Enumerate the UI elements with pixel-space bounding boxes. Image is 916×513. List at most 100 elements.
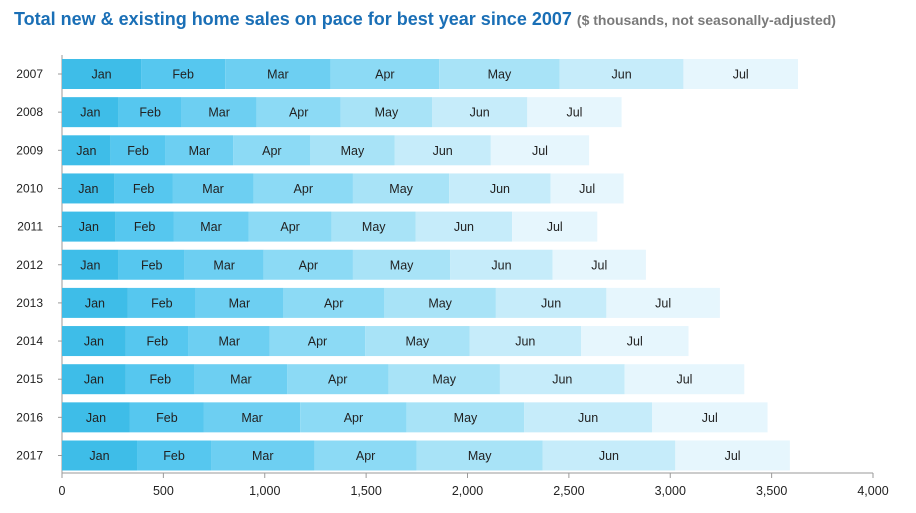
bar-segment-mar	[195, 287, 283, 318]
segment-label: Apr	[308, 335, 327, 349]
segment-label: Mar	[229, 296, 251, 310]
x-tick-label: 3,500	[756, 484, 787, 498]
bar-segment-jan	[62, 135, 111, 166]
y-tick-label: 2009	[16, 143, 43, 157]
segment-label: May	[454, 411, 478, 425]
segment-label: Jun	[515, 335, 535, 349]
segment-label: May	[432, 373, 456, 387]
segment-label: Mar	[208, 106, 230, 120]
x-tick-label: 4,000	[857, 484, 888, 498]
bar-segment-may	[352, 249, 451, 280]
segment-label: May	[428, 296, 452, 310]
segment-label: Jan	[84, 373, 104, 387]
bar-segment-jan	[62, 211, 116, 242]
bar-segment-jun	[394, 135, 491, 166]
segment-label: Jul	[532, 144, 548, 158]
segment-label: Apr	[294, 182, 313, 196]
segment-label: Jan	[86, 411, 106, 425]
segment-label: Jun	[612, 68, 632, 82]
segment-label: Feb	[150, 373, 172, 387]
segment-label: Jan	[76, 144, 96, 158]
bar-segment-feb	[118, 97, 182, 128]
segment-label: Apr	[324, 296, 343, 310]
segment-label: Mar	[213, 258, 235, 272]
bar-segment-jul	[581, 326, 689, 357]
bar-segment-feb	[125, 364, 195, 395]
bar-segment-jun	[499, 364, 625, 395]
bar-segment-jul	[552, 249, 646, 280]
segment-label: May	[406, 335, 430, 349]
bar-segment-jan	[62, 59, 142, 89]
segment-label: Feb	[134, 220, 156, 234]
segment-label: Jul	[591, 258, 607, 272]
bar-segment-jun	[495, 287, 607, 318]
segment-label: Apr	[344, 411, 363, 425]
y-tick-label: 2010	[16, 181, 43, 195]
segment-label: Jul	[655, 296, 671, 310]
segment-label: Jul	[676, 373, 692, 387]
y-tick-label: 2008	[16, 105, 43, 119]
bar-segment-feb	[137, 440, 212, 471]
segment-label: May	[362, 220, 386, 234]
segment-label: Feb	[156, 411, 178, 425]
bar-segment-may	[384, 287, 496, 318]
segment-label: Jun	[599, 449, 619, 463]
segment-label: Mar	[219, 335, 241, 349]
bar-segment-mar	[203, 402, 301, 433]
bar-segment-may	[416, 440, 543, 471]
x-tick-label: 500	[153, 484, 174, 498]
segment-label: Mar	[202, 182, 224, 196]
bar-segment-jul	[652, 402, 768, 433]
segment-label: Jun	[491, 258, 511, 272]
segment-label: Apr	[375, 68, 394, 82]
segment-label: May	[389, 182, 413, 196]
segment-label: Apr	[262, 144, 281, 158]
segment-label: Jul	[733, 68, 749, 82]
segment-label: Apr	[280, 220, 299, 234]
segment-label: Jan	[84, 335, 104, 349]
bar-segment-jan	[62, 287, 128, 318]
segment-label: May	[390, 258, 414, 272]
bar-segment-jun	[559, 59, 684, 89]
bar-segment-apr	[253, 173, 353, 204]
segment-label: Jul	[627, 335, 643, 349]
bar-segment-mar	[211, 440, 315, 471]
bar-segment-feb	[115, 211, 174, 242]
bar-segment-apr	[269, 326, 366, 357]
bar-segment-apr	[256, 97, 341, 128]
segment-label: Jan	[85, 296, 105, 310]
bar-segment-feb	[129, 402, 204, 433]
bar-segment-jul	[550, 173, 624, 204]
bar-segment-feb	[114, 173, 173, 204]
bar-segment-feb	[127, 287, 196, 318]
segment-label: Jan	[78, 182, 98, 196]
bar-segment-feb	[141, 59, 226, 89]
bar-segment-apr	[263, 249, 353, 280]
segment-label: Jan	[80, 106, 100, 120]
bar-segment-jun	[469, 326, 582, 357]
bar-segment-jun	[450, 249, 553, 280]
bar-segment-mar	[165, 135, 234, 166]
segment-label: Feb	[133, 182, 155, 196]
bar-segment-may	[406, 402, 525, 433]
y-tick-label: 2017	[16, 449, 43, 463]
bar-segment-jun	[432, 97, 528, 128]
bar-segment-may	[388, 364, 500, 395]
y-tick-label: 2012	[16, 258, 43, 272]
segment-label: Jun	[470, 106, 490, 120]
bar-segment-apr	[300, 402, 407, 433]
segment-label: Feb	[163, 449, 185, 463]
segment-label: May	[468, 449, 492, 463]
bar-segment-mar	[225, 59, 331, 89]
bar-segment-jan	[62, 249, 119, 280]
x-tick-label: 2,500	[553, 484, 584, 498]
bar-segment-jun	[415, 211, 513, 242]
segment-label: Feb	[127, 144, 149, 158]
chart-subtitle: ($ thousands, not seasonally-adjusted)	[576, 12, 836, 28]
segment-label: Feb	[151, 296, 173, 310]
segment-label: Jun	[541, 296, 561, 310]
bar-segment-mar	[172, 173, 254, 204]
bar-segment-may	[352, 173, 450, 204]
segment-label: Apr	[328, 373, 347, 387]
